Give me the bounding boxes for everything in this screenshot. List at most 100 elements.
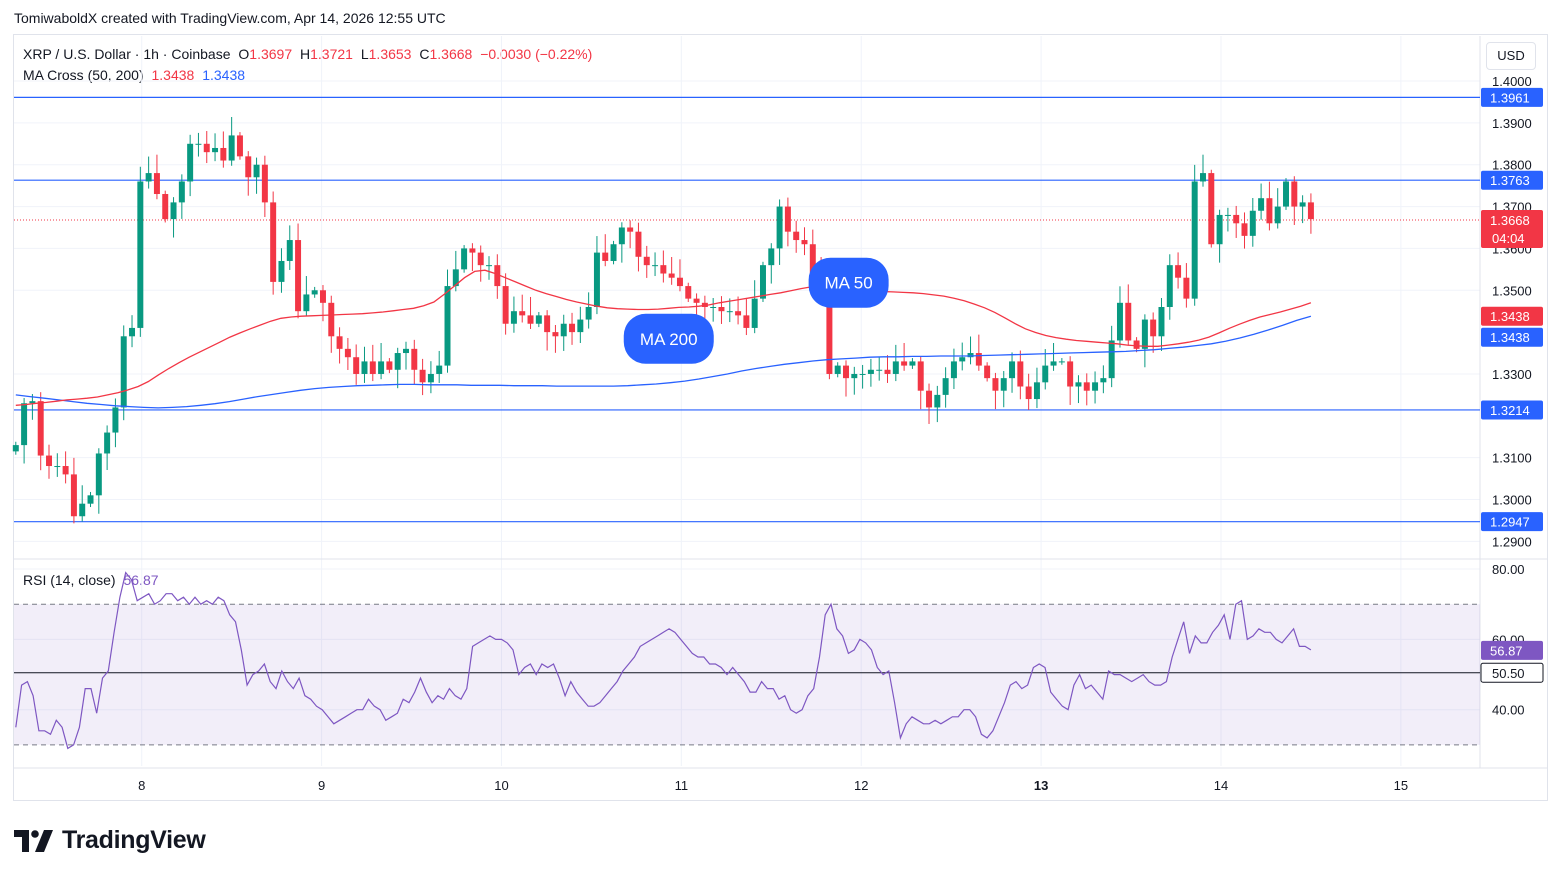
candle — [1050, 361, 1057, 366]
level-tag-label: 1.3763 — [1490, 173, 1530, 188]
candle — [652, 265, 659, 267]
candle — [270, 202, 277, 282]
candle — [162, 194, 169, 220]
tradingview-logo[interactable]: TradingView — [14, 826, 206, 855]
candle — [386, 361, 393, 370]
candle — [187, 143, 194, 182]
candle — [1150, 319, 1157, 337]
candle — [494, 265, 501, 287]
candle — [245, 156, 252, 178]
ma50-tag-label: 1.3438 — [1490, 309, 1530, 324]
candle — [892, 361, 899, 374]
close-value: C1.3668 — [419, 46, 473, 62]
candle — [585, 307, 592, 320]
candle — [884, 369, 891, 374]
tradingview-logo-icon — [14, 829, 53, 852]
candle — [1208, 173, 1215, 245]
candle — [1100, 378, 1107, 383]
candle — [461, 248, 468, 270]
candle — [278, 260, 285, 282]
currency-button[interactable]: USD — [1486, 42, 1536, 70]
candle — [735, 311, 742, 316]
ma-cross-legend[interactable]: MA Cross (50, 200) 1.3438 1.3438 — [23, 67, 249, 83]
symbol-legend[interactable]: XRP / U.S. Dollar · 1h · Coinbase O1.369… — [23, 46, 596, 62]
candle — [602, 252, 609, 261]
level-tag-label: 1.2947 — [1490, 515, 1530, 530]
candle — [153, 173, 160, 195]
candle — [826, 281, 833, 374]
candle — [942, 378, 949, 395]
candle — [1158, 307, 1165, 337]
rsi-middle-tag — [1480, 662, 1544, 683]
rsi-legend[interactable]: RSI (14, close) 56.87 — [23, 572, 163, 588]
candle — [610, 244, 617, 261]
candle — [635, 231, 642, 257]
candle — [29, 401, 36, 404]
candle — [12, 445, 19, 452]
candle — [901, 361, 908, 366]
candle — [685, 286, 692, 299]
candle — [552, 332, 559, 337]
candle — [593, 252, 600, 308]
candle — [793, 231, 800, 241]
candle — [618, 227, 625, 245]
candle — [992, 378, 999, 391]
time-tick-label: 14 — [1214, 778, 1228, 793]
ma200-value: 1.3438 — [202, 67, 246, 83]
candle — [1283, 181, 1289, 207]
rsi-label[interactable]: RSI (14, close) — [23, 572, 116, 588]
ma50-value: 1.3438 — [151, 67, 195, 83]
rsi-value-tag — [1481, 640, 1543, 660]
time-tick-label: 9 — [318, 778, 325, 793]
candle — [444, 286, 451, 366]
candle — [569, 323, 576, 333]
candle — [660, 265, 667, 274]
candle — [104, 432, 111, 454]
candle — [768, 248, 775, 266]
open-value: O1.3697 — [238, 46, 293, 62]
ma200-annotation — [623, 313, 714, 364]
candle — [693, 298, 700, 303]
candle — [452, 269, 459, 287]
candle — [743, 315, 750, 328]
candle — [486, 265, 493, 267]
candle — [203, 143, 210, 153]
level-tag — [1481, 512, 1543, 532]
candle — [1200, 173, 1206, 182]
candle — [353, 357, 360, 374]
time-tick-label: 15 — [1394, 778, 1408, 793]
candle — [220, 147, 227, 161]
price-tick-label: 1.3900 — [1492, 116, 1532, 131]
chart-credit: TomiwaboldX created with TradingView.com… — [14, 10, 446, 26]
candle — [37, 401, 44, 456]
candle — [403, 348, 409, 354]
candle — [710, 307, 717, 309]
candle — [560, 323, 567, 337]
rsi-value-tag-label: 56.87 — [1490, 643, 1523, 658]
candle — [1025, 386, 1032, 400]
candle — [170, 202, 177, 220]
candle — [79, 503, 86, 517]
time-tick-label: 11 — [675, 778, 689, 793]
annotation-label: MA 200 — [640, 330, 698, 349]
symbol-name[interactable]: XRP / U.S. Dollar · 1h · Coinbase — [23, 46, 231, 62]
candles — [12, 117, 1314, 524]
candle — [1216, 214, 1223, 245]
candle — [776, 206, 783, 249]
candle — [1092, 382, 1099, 391]
candle — [1075, 382, 1082, 387]
time-tick-label: 12 — [854, 778, 868, 793]
candle — [145, 173, 152, 182]
candle — [137, 181, 144, 328]
candle — [627, 227, 634, 232]
candle — [909, 361, 916, 366]
candle — [926, 390, 933, 408]
candle — [1191, 181, 1198, 299]
candle — [21, 403, 28, 446]
ma-cross-label[interactable]: MA Cross (50, 200) — [23, 67, 144, 83]
time-tick-label: 13 — [1034, 778, 1048, 793]
candle — [643, 256, 650, 266]
candle — [195, 143, 202, 145]
candle — [984, 365, 991, 379]
